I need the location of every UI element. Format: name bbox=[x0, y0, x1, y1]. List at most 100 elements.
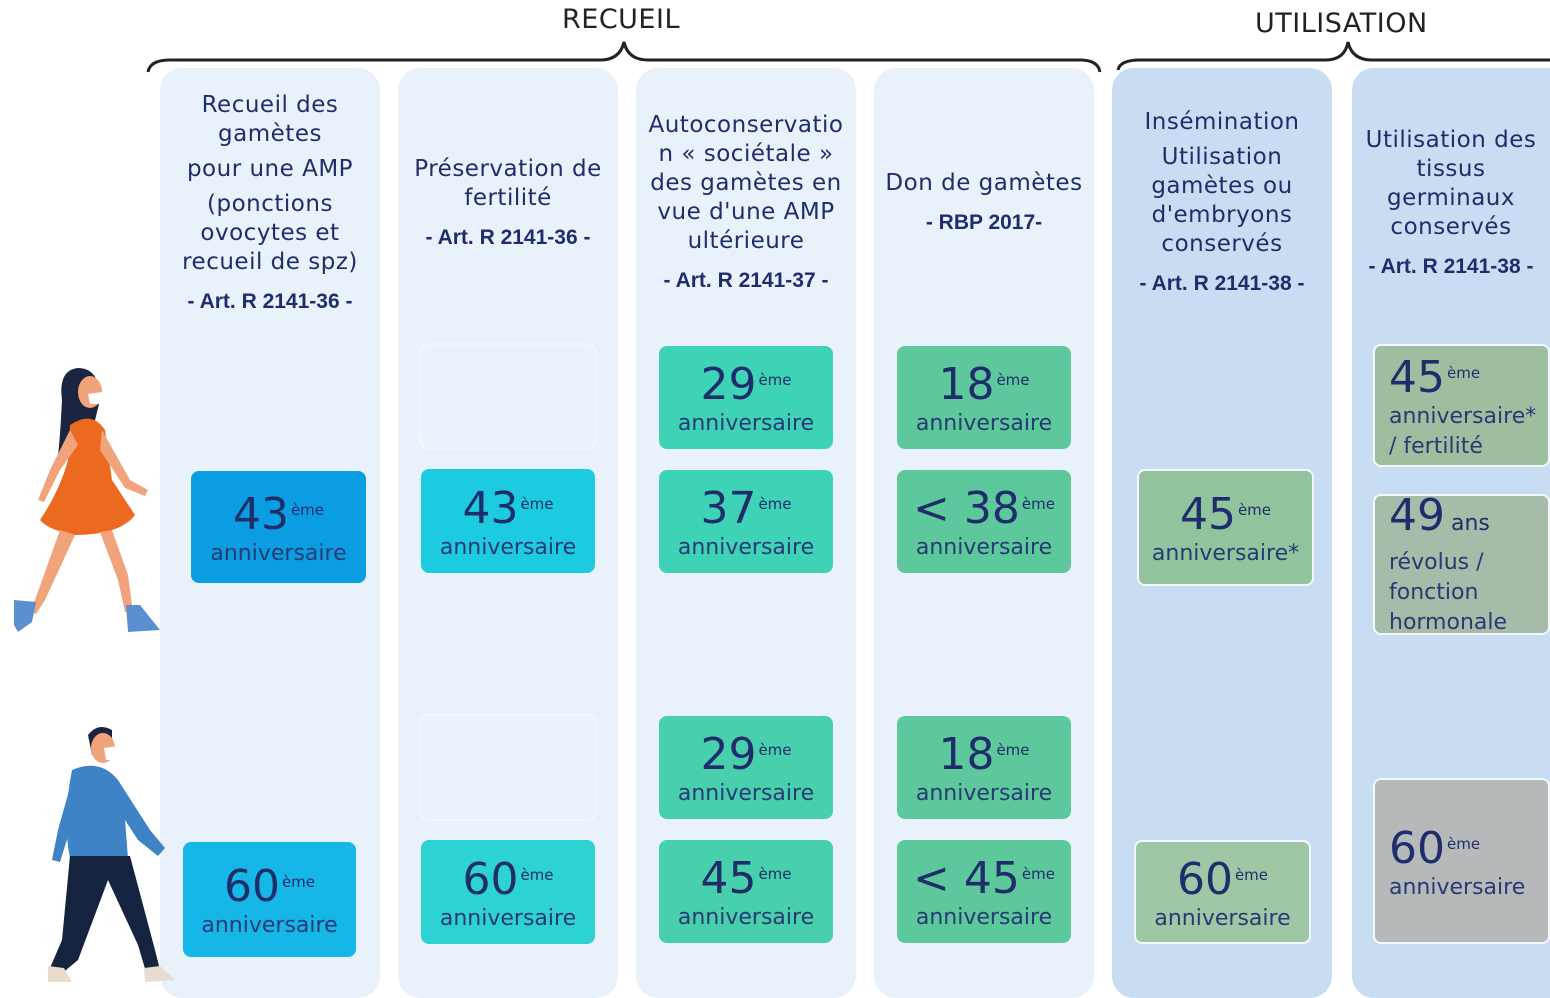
age-line: 43 ème bbox=[233, 486, 324, 539]
age-line: 49 ans bbox=[1389, 489, 1490, 548]
age-suffix: ème bbox=[1234, 865, 1269, 884]
column-title: (ponctions ovocytes et recueil de spz) bbox=[182, 190, 358, 275]
age-suffix: ème bbox=[281, 873, 316, 891]
age-text: anniversaire bbox=[1389, 874, 1526, 900]
age-number: 60 bbox=[1389, 822, 1445, 874]
age-box: < 38 ème anniversaire bbox=[897, 470, 1071, 573]
age-box: 45 ème anniversaire* bbox=[1137, 469, 1314, 586]
age-box: 29 ème anniversaire bbox=[659, 716, 833, 819]
age-text: anniversaire bbox=[210, 540, 347, 566]
column-title: Insémination bbox=[1144, 109, 1300, 135]
age-number: 37 bbox=[700, 483, 757, 534]
column-title: Autoconservation « sociétale » des gamèt… bbox=[648, 112, 844, 254]
age-suffix: ème bbox=[758, 741, 792, 759]
age-box: < 45 ème anniversaire bbox=[897, 840, 1071, 943]
figures bbox=[14, 368, 175, 982]
age-text: anniversaire bbox=[677, 781, 815, 806]
age-number: 43 bbox=[462, 482, 519, 534]
column-reference: - Art. R 2141-37 - bbox=[663, 269, 829, 292]
age-number: 29 bbox=[700, 729, 757, 780]
age-box: 60 ème anniversaire bbox=[183, 842, 356, 957]
column-reference: - Art. R 2141-38 - bbox=[1368, 254, 1534, 278]
age-box: 18 ème anniversaire bbox=[897, 346, 1071, 449]
age-number: 18 bbox=[938, 729, 995, 780]
age-line: 18 ème bbox=[938, 356, 1029, 409]
column-title: Don de gamètes bbox=[885, 170, 1083, 196]
age-text: anniversaire bbox=[915, 781, 1053, 806]
age-box: 60 ème anniversaire bbox=[1134, 840, 1311, 944]
age-line: 60 ème bbox=[462, 851, 553, 904]
age-line: 29 ème bbox=[700, 726, 791, 779]
age-suffix: ème bbox=[758, 865, 792, 883]
age-suffix: ème bbox=[1021, 495, 1055, 513]
age-number: < 38 bbox=[913, 483, 1020, 534]
age-line: 60 ème bbox=[1177, 851, 1268, 904]
age-text: anniversaire bbox=[677, 905, 815, 930]
empty-box bbox=[419, 343, 597, 450]
age-line: 60 ème bbox=[224, 858, 315, 911]
age-box: 45 ème anniversaire* / fertilité bbox=[1373, 344, 1550, 467]
age-number: 45 bbox=[1389, 352, 1445, 403]
column-header: Utilisation des tissus germinaux conserv… bbox=[1352, 78, 1550, 328]
age-suffix: ème bbox=[996, 741, 1030, 759]
age-line: < 45 ème bbox=[913, 850, 1055, 903]
age-box: 37 ème anniversaire bbox=[659, 470, 833, 573]
age-suffix: ans bbox=[1451, 510, 1490, 536]
age-line: 18 ème bbox=[938, 726, 1029, 779]
age-text: anniversaire bbox=[201, 913, 338, 938]
age-text: anniversaire bbox=[915, 905, 1053, 930]
age-suffix: ème bbox=[520, 494, 554, 513]
age-number: 18 bbox=[938, 359, 995, 410]
column-header: Préservation de fertilité - Art. R 2141-3… bbox=[398, 78, 618, 328]
age-number: 45 bbox=[700, 853, 757, 904]
column-header: Recueil des gamètes pour une AMP (ponction… bbox=[160, 78, 380, 328]
age-suffix: ème bbox=[1447, 834, 1481, 853]
age-line: 45 ème bbox=[1389, 349, 1480, 402]
age-text: anniversaire bbox=[915, 535, 1053, 560]
age-number: 45 bbox=[1179, 489, 1236, 540]
column-title: Préservation de fertilité bbox=[414, 155, 602, 211]
group-label: RECUEIL bbox=[562, 4, 680, 35]
group-label: UTILISATION bbox=[1255, 8, 1428, 39]
column-header: Autoconservation « sociétale » des gamèt… bbox=[636, 78, 856, 328]
age-number: 60 bbox=[1176, 853, 1233, 905]
woman-figure bbox=[14, 368, 160, 632]
age-box: 43 ème anniversaire bbox=[421, 469, 595, 573]
man-figure bbox=[48, 726, 175, 982]
age-number: 60 bbox=[462, 853, 519, 905]
column-title: Utilisation des tissus germinaux conserv… bbox=[1365, 126, 1537, 240]
age-text: anniversaire bbox=[915, 411, 1053, 436]
age-box: 18 ème anniversaire bbox=[897, 716, 1071, 819]
age-suffix: ème bbox=[1021, 865, 1055, 883]
age-suffix: ème bbox=[290, 500, 325, 519]
age-suffix: ème bbox=[520, 865, 554, 884]
age-number: 49 bbox=[1389, 489, 1445, 541]
age-line: 43 ème bbox=[462, 480, 553, 533]
column-reference: - Art. R 2141-36 - bbox=[425, 225, 591, 249]
age-suffix: ème bbox=[758, 495, 792, 513]
age-box: 45 ème anniversaire bbox=[659, 840, 833, 943]
recueil-brace bbox=[146, 41, 1102, 73]
column-reference: - Art. R 2141-38 - bbox=[1139, 272, 1305, 295]
column-header: Don de gamètes - RBP 2017- bbox=[874, 78, 1094, 328]
utilisation-brace bbox=[1116, 41, 1550, 71]
column-reference: - Art. R 2141-36 - bbox=[187, 289, 353, 313]
column-header: Insémination Utilisation gamètes ou d'emb… bbox=[1112, 78, 1332, 328]
age-text: anniversaire bbox=[677, 535, 815, 560]
age-text: anniversaire bbox=[1154, 905, 1291, 931]
age-number: 60 bbox=[223, 861, 280, 912]
age-text: anniversaire bbox=[677, 411, 815, 436]
age-suffix: ème bbox=[1447, 364, 1481, 382]
age-box: 60 ème anniversaire bbox=[1373, 778, 1550, 944]
age-number: < 45 bbox=[913, 853, 1020, 904]
age-number: 43 bbox=[232, 488, 289, 540]
column-title: pour une AMP bbox=[186, 155, 354, 182]
age-text: anniversaire* bbox=[1151, 541, 1300, 566]
age-box: 43 ème anniversaire bbox=[191, 471, 366, 583]
age-text: révolus / fonction hormonale bbox=[1389, 549, 1508, 635]
age-number: 29 bbox=[700, 359, 757, 410]
age-line: 29 ème bbox=[700, 356, 791, 409]
